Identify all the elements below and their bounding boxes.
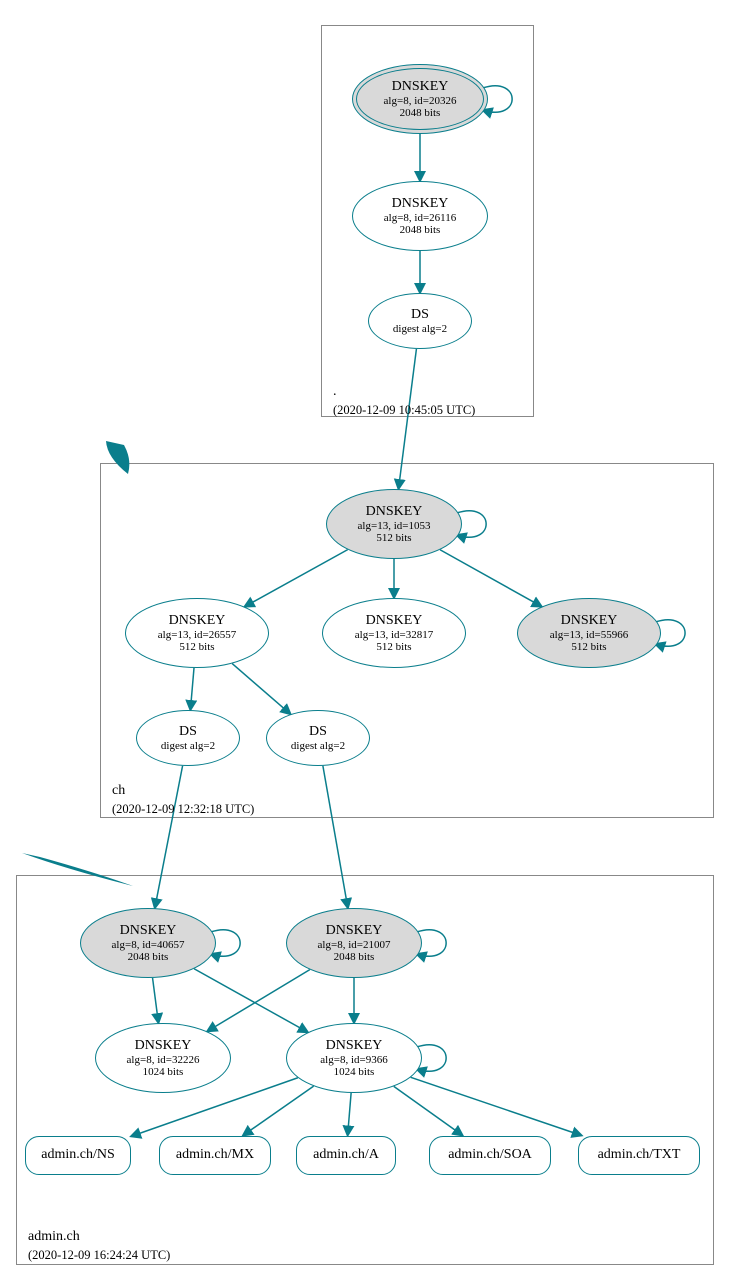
node-title: DNSKEY xyxy=(120,923,177,938)
ds-node: DSdigest alg=2 xyxy=(136,710,240,766)
node-title: DNSKEY xyxy=(169,613,226,628)
dnskey-node: DNSKEYalg=8, id=210072048 bits xyxy=(286,908,422,978)
node-sub1: alg=13, id=55966 xyxy=(550,629,628,641)
node-title: admin.ch/SOA xyxy=(448,1147,532,1162)
zone-name: . xyxy=(333,384,337,399)
node-title: DNSKEY xyxy=(366,504,423,519)
dnskey-node: DNSKEYalg=13, id=32817512 bits xyxy=(322,598,466,668)
node-sub2: 2048 bits xyxy=(334,951,375,963)
zone-name: admin.ch xyxy=(28,1229,80,1244)
zone-timestamp: (2020-12-09 12:32:18 UTC) xyxy=(112,802,254,816)
node-sub2: 1024 bits xyxy=(143,1066,184,1078)
node-title: admin.ch/MX xyxy=(176,1147,254,1162)
node-sub1: digest alg=2 xyxy=(291,740,345,752)
dnskey-node: DNSKEYalg=8, id=261162048 bits xyxy=(352,181,488,251)
ds-node: DSdigest alg=2 xyxy=(368,293,472,349)
zone-name: ch xyxy=(112,783,125,798)
node-sub1: alg=8, id=21007 xyxy=(318,939,391,951)
node-title: admin.ch/A xyxy=(313,1147,379,1162)
rr-node: admin.ch/TXT xyxy=(578,1136,700,1175)
ds-node: DSdigest alg=2 xyxy=(266,710,370,766)
dnskey-node: DNSKEYalg=8, id=322261024 bits xyxy=(95,1023,231,1093)
node-title: DNSKEY xyxy=(326,923,383,938)
node-title: DNSKEY xyxy=(135,1038,192,1053)
node-sub2: 1024 bits xyxy=(334,1066,375,1078)
node-sub1: digest alg=2 xyxy=(393,323,447,335)
zone-timestamp: (2020-12-09 16:24:24 UTC) xyxy=(28,1248,170,1262)
rr-node: admin.ch/NS xyxy=(25,1136,131,1175)
node-title: DNSKEY xyxy=(392,196,449,211)
dnskey-node: DNSKEYalg=8, id=93661024 bits xyxy=(286,1023,422,1093)
node-sub1: alg=13, id=1053 xyxy=(358,520,431,532)
dnskey-node: DNSKEYalg=13, id=26557512 bits xyxy=(125,598,269,668)
node-title: admin.ch/NS xyxy=(41,1147,115,1162)
node-sub2: 512 bits xyxy=(179,641,214,653)
dnskey-node: DNSKEYalg=8, id=406572048 bits xyxy=(80,908,216,978)
node-sub2: 512 bits xyxy=(376,641,411,653)
node-title: DS xyxy=(309,724,327,739)
node-sub2: 512 bits xyxy=(571,641,606,653)
node-sub1: alg=8, id=20326 xyxy=(384,95,457,107)
dnskey-node: DNSKEYalg=8, id=203262048 bits xyxy=(352,64,488,134)
node-sub1: alg=8, id=40657 xyxy=(112,939,185,951)
node-sub2: 2048 bits xyxy=(400,224,441,236)
node-sub2: 2048 bits xyxy=(400,107,441,119)
node-sub2: 2048 bits xyxy=(128,951,169,963)
zone-label-ch: ch (2020-12-09 12:32:18 UTC) xyxy=(112,782,254,820)
node-title: DNSKEY xyxy=(326,1038,383,1053)
node-sub1: alg=8, id=26116 xyxy=(384,212,457,224)
dnskey-node: DNSKEYalg=13, id=55966512 bits xyxy=(517,598,661,668)
zone-label-root: . (2020-12-09 10:45:05 UTC) xyxy=(333,383,475,421)
node-sub1: alg=8, id=9366 xyxy=(320,1054,387,1066)
node-title: admin.ch/TXT xyxy=(598,1147,681,1162)
dnskey-node: DNSKEYalg=13, id=1053512 bits xyxy=(326,489,462,559)
zone-label-admin: admin.ch (2020-12-09 16:24:24 UTC) xyxy=(28,1228,170,1266)
node-title: DNSKEY xyxy=(366,613,423,628)
rr-node: admin.ch/A xyxy=(296,1136,396,1175)
node-sub1: alg=13, id=26557 xyxy=(158,629,236,641)
node-sub2: 512 bits xyxy=(376,532,411,544)
node-title: DNSKEY xyxy=(392,79,449,94)
node-sub1: alg=13, id=32817 xyxy=(355,629,433,641)
node-sub1: digest alg=2 xyxy=(161,740,215,752)
node-sub1: alg=8, id=32226 xyxy=(127,1054,200,1066)
zone-timestamp: (2020-12-09 10:45:05 UTC) xyxy=(333,403,475,417)
node-title: DNSKEY xyxy=(561,613,618,628)
rr-node: admin.ch/SOA xyxy=(429,1136,551,1175)
rr-node: admin.ch/MX xyxy=(159,1136,271,1175)
node-title: DS xyxy=(411,307,429,322)
node-title: DS xyxy=(179,724,197,739)
